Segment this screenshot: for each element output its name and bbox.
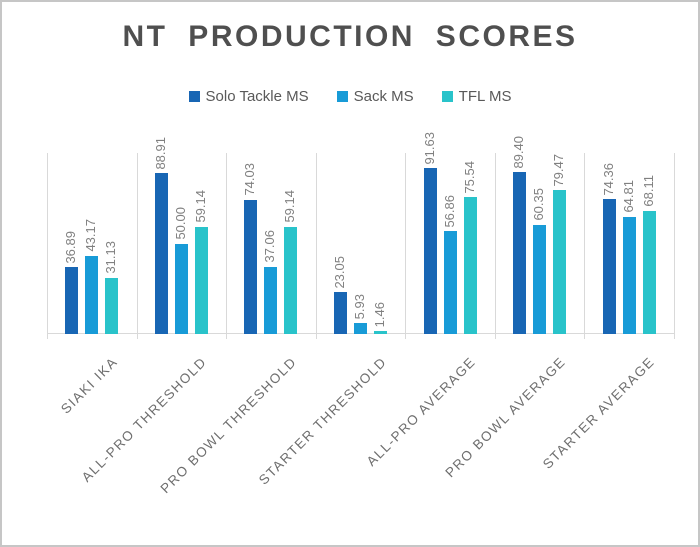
bar [602, 199, 616, 334]
bar [353, 323, 367, 334]
legend-item: Solo Tackle MS [188, 87, 309, 105]
bar-value-label: 56.86 [441, 194, 457, 228]
bar-value-label: 68.11 [640, 175, 656, 207]
bar-group: 91.63 56.86 75.54 [405, 132, 495, 334]
category-label: ALL-PRO THRESHOLD [79, 354, 210, 485]
bar-value-label: 43.17 [83, 219, 99, 252]
category-label: PRO BOWL AVERAGE [441, 354, 569, 481]
axis-tick [674, 334, 675, 339]
bar-value-label: 1.46 [371, 302, 387, 328]
legend-swatch-icon [188, 90, 200, 102]
axis-tick [137, 334, 138, 339]
axis-tick [47, 334, 48, 339]
chart-legend: Solo Tackle MS Sack MS TFL MS [2, 86, 698, 106]
category-separator-line [137, 153, 138, 334]
bar [194, 226, 208, 334]
bar-value-label: 37.06 [262, 230, 278, 263]
bar-group: 74.36 64.81 68.11 [584, 153, 674, 334]
category-separator-line [584, 153, 585, 334]
legend-swatch-icon [441, 90, 453, 102]
bar [65, 267, 79, 334]
category-label: STARTER AVERAGE [540, 354, 658, 472]
bar-value-label: 89.40 [511, 135, 527, 169]
axis-tick [405, 334, 406, 339]
bar-value-label: 59.14 [192, 190, 208, 223]
bar-value-label: 74.03 [242, 163, 258, 197]
category-label: PRO BOWL THRESHOLD [157, 354, 300, 497]
bar [154, 173, 168, 334]
bar-value-label: 60.35 [531, 188, 547, 221]
axis-tick [226, 334, 227, 339]
bar-group: 74.03 37.06 59.14 [226, 153, 316, 334]
bar [622, 216, 636, 334]
bar-group: 89.40 60.35 79.47 [495, 136, 585, 334]
bar-value-label: 5.93 [351, 293, 367, 320]
bar-value-label: 64.81 [620, 180, 636, 213]
bar [423, 168, 437, 334]
category-separator-line [47, 153, 48, 334]
bar-value-label: 74.36 [600, 162, 616, 196]
category-separator-line [674, 153, 675, 334]
bar [85, 255, 99, 334]
bar [463, 197, 477, 334]
bar-value-label: 59.14 [282, 190, 298, 223]
bar [264, 266, 278, 334]
bar-value-label: 79.47 [551, 153, 567, 187]
bar-value-label: 88.91 [152, 136, 168, 170]
bar-value-label: 36.89 [63, 230, 79, 264]
category-separator-line [495, 153, 496, 334]
bar-group: 36.89 43.17 31.13 [47, 153, 137, 334]
legend-item: Sack MS [336, 87, 414, 105]
bar-value-label: 23.05 [331, 255, 347, 289]
bar [642, 210, 656, 334]
bar [244, 200, 258, 334]
category-separator-line [405, 153, 406, 334]
bar [174, 243, 188, 334]
category-separator-line [316, 153, 317, 334]
bar-value-label: 91.63 [421, 131, 437, 165]
legend-item: TFL MS [441, 87, 512, 105]
legend-label: TFL MS [458, 87, 512, 105]
bar [333, 292, 347, 334]
chart-title: NT PRODUCTION SCORES [122, 20, 578, 53]
axis-tick [316, 334, 317, 339]
legend-label: Sack MS [353, 87, 414, 105]
bar-group: 23.05 5.93 1.46 [316, 153, 406, 334]
legend-label: Solo Tackle MS [205, 87, 309, 105]
category-label: STARTER THRESHOLD [255, 354, 390, 488]
bar [373, 331, 387, 334]
bar [553, 190, 567, 334]
bar [284, 226, 298, 334]
bar-value-label: 50.00 [172, 206, 188, 240]
bar [513, 172, 527, 334]
axis-tick [495, 334, 496, 339]
axis-tick [584, 334, 585, 339]
legend-swatch-icon [336, 90, 348, 102]
bar [105, 277, 119, 334]
bar-group: 88.91 50.00 59.14 [137, 137, 227, 334]
category-separator-line [226, 153, 227, 334]
category-label: ALL-PRO AVERAGE [363, 354, 479, 469]
bar-value-label: 31.13 [103, 241, 119, 274]
plot-area: 36.89 43.17 31.13 88.91 50.00 59.14 74.03 37.06… [47, 132, 675, 339]
bar-value-label: 75.54 [461, 160, 477, 194]
bar [443, 231, 457, 334]
bar [533, 224, 547, 334]
